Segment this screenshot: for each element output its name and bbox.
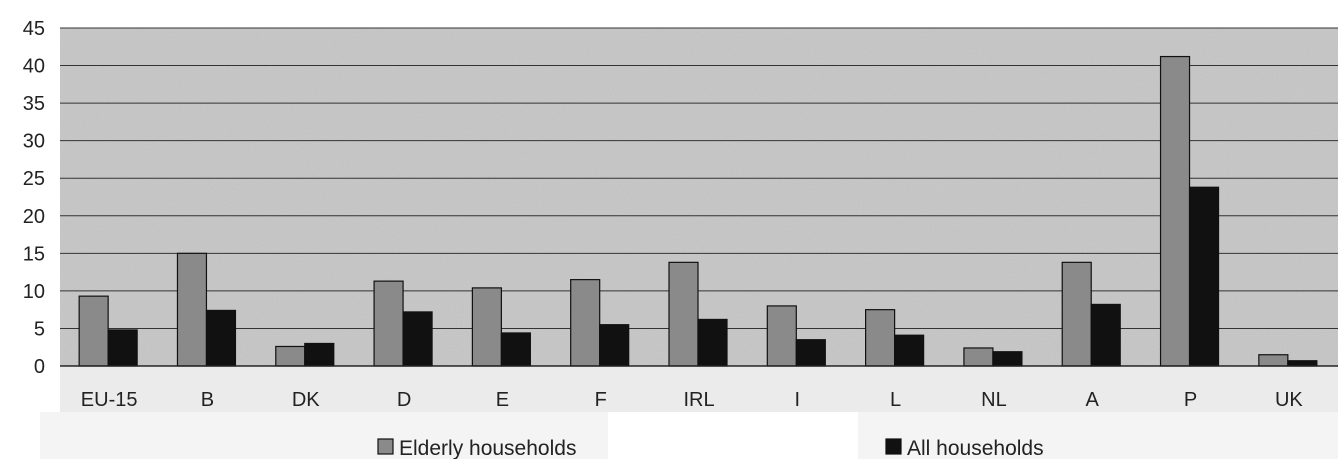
bar-elderly-households xyxy=(373,280,404,367)
legend-item-all: All households xyxy=(885,437,1044,459)
label-band xyxy=(60,367,1338,412)
bar-elderly-households xyxy=(865,309,896,367)
bar-elderly-households xyxy=(1258,354,1289,367)
x-tick-label: UK xyxy=(1275,389,1303,411)
bar-elderly-households xyxy=(275,345,306,367)
bar-elderly-households xyxy=(1061,261,1092,367)
bar-all-households xyxy=(1287,360,1318,367)
y-tick-label: 15 xyxy=(23,243,45,265)
bar-all-households xyxy=(697,318,728,367)
plot-area xyxy=(60,28,1338,366)
x-tick-label: IRL xyxy=(683,389,714,411)
legend: Elderly households All households xyxy=(377,437,1044,459)
bar-all-households xyxy=(599,324,630,367)
bar-elderly-households xyxy=(570,279,601,367)
x-tick-label: P xyxy=(1184,389,1197,411)
bar-elderly-households xyxy=(963,347,994,367)
y-tick-label: 35 xyxy=(23,93,45,115)
legend-box-left xyxy=(40,412,608,459)
y-tick-label: 30 xyxy=(23,131,45,153)
bar-all-households xyxy=(402,311,433,367)
legend-label: All households xyxy=(907,437,1044,459)
y-tick-label: 40 xyxy=(23,56,45,78)
bar-elderly-households xyxy=(471,287,502,367)
y-tick-label: 10 xyxy=(23,281,45,303)
y-tick-label: 0 xyxy=(34,356,45,378)
x-tick-label: D xyxy=(397,389,411,411)
x-tick-label: DK xyxy=(292,389,320,411)
x-tick-label: I xyxy=(795,389,801,411)
y-axis-ticks: 0 5 10 15 20 25 30 35 40 45 xyxy=(23,18,45,378)
bar-all-households xyxy=(205,309,237,367)
y-tick-label: 25 xyxy=(23,168,45,190)
x-tick-label: F xyxy=(595,389,607,411)
x-tick-label: A xyxy=(1086,389,1100,411)
bar-elderly-households xyxy=(1159,55,1191,367)
y-tick-label: 45 xyxy=(23,18,45,40)
x-tick-label: B xyxy=(201,389,214,411)
x-tick-label: E xyxy=(496,389,509,411)
legend-swatch xyxy=(885,438,902,455)
x-tick-label: NL xyxy=(981,389,1007,411)
bar-elderly-households xyxy=(766,305,797,367)
legend-item-elderly: Elderly households xyxy=(377,437,576,459)
bar-all-households xyxy=(107,329,138,367)
bar-all-households xyxy=(992,351,1023,367)
bar-all-households xyxy=(304,342,335,367)
y-tick-label: 5 xyxy=(34,318,45,340)
bar-elderly-households xyxy=(78,295,109,367)
bar-all-households xyxy=(894,334,925,367)
x-axis-ticks: EU-15 B DK D E F IRL I L NL A P UK xyxy=(81,389,1304,411)
x-tick-label: EU-15 xyxy=(81,389,138,411)
bar-all-households xyxy=(1090,303,1121,367)
bar-elderly-households xyxy=(176,252,208,367)
gridlines xyxy=(60,27,1338,329)
bar-all-households xyxy=(795,339,826,367)
bar-elderly-households xyxy=(668,261,699,367)
legend-swatch xyxy=(377,438,394,455)
legend-box-right xyxy=(858,412,1338,459)
y-tick-label: 20 xyxy=(23,206,45,228)
bar-all-households xyxy=(1188,186,1220,367)
bar-all-households xyxy=(500,332,531,367)
x-tick-label: L xyxy=(890,389,901,411)
legend-label: Elderly households xyxy=(399,437,576,459)
